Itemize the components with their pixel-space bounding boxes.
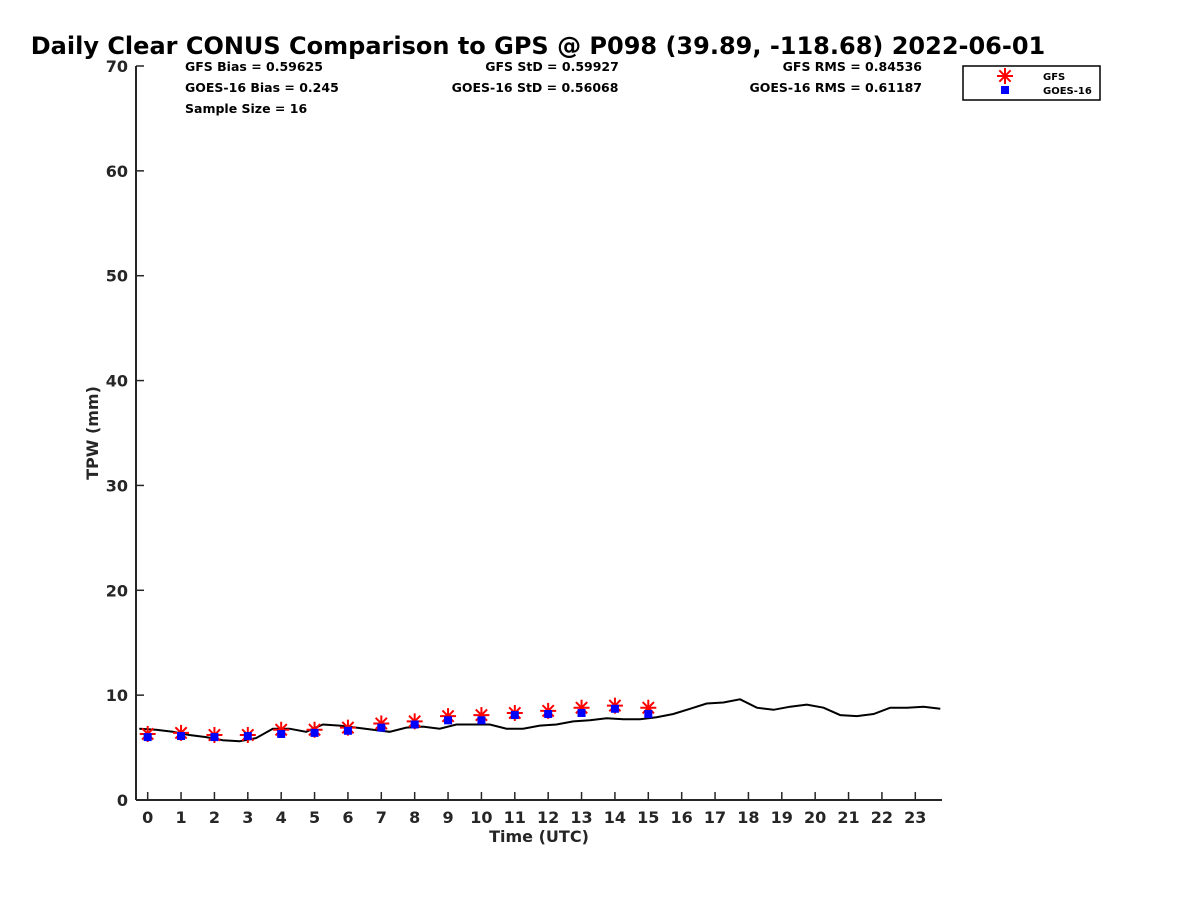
x-tick-label: 5 xyxy=(309,808,320,827)
goes16-point xyxy=(377,723,386,732)
x-tick-label: 23 xyxy=(904,808,926,827)
goes16-point xyxy=(510,711,519,720)
x-tick-label: 1 xyxy=(175,808,186,827)
chart-title: Daily Clear CONUS Comparison to GPS @ P0… xyxy=(31,32,1045,60)
x-tick-label: 9 xyxy=(442,808,453,827)
x-tick-label: 14 xyxy=(604,808,626,827)
goes16-point xyxy=(577,708,586,717)
x-tick-label: 17 xyxy=(704,808,726,827)
x-tick-label: 3 xyxy=(242,808,253,827)
x-tick-label: 8 xyxy=(409,808,420,827)
x-tick-label: 18 xyxy=(737,808,759,827)
stat-goes-rms: GOES-16 RMS = 0.61187 xyxy=(749,80,922,95)
legend-gfs-marker xyxy=(997,68,1013,84)
x-tick-label: 16 xyxy=(671,808,693,827)
x-tick-label: 19 xyxy=(771,808,793,827)
goes16-point xyxy=(210,733,219,742)
y-tick-label: 40 xyxy=(106,372,128,391)
y-tick-label: 50 xyxy=(106,267,128,286)
axes xyxy=(135,66,942,801)
y-tick-label: 10 xyxy=(106,686,128,705)
legend-gfs-asterisk xyxy=(997,68,1013,84)
plot-area xyxy=(139,697,941,743)
x-tick-label: 13 xyxy=(570,808,592,827)
x-tick-label: 11 xyxy=(504,808,526,827)
x-axis-ticks: 0 1 2 3 4 5 6 7 8 9 10 11 12 13 14 15 16 17 18 19 20 21 22 23 xyxy=(142,792,926,827)
legend-goes-label: GOES-16 xyxy=(1043,86,1092,97)
x-tick-label: 20 xyxy=(804,808,826,827)
goes16-point xyxy=(544,710,553,719)
x-tick-label: 12 xyxy=(537,808,559,827)
stat-gfs-rms: GFS RMS = 0.84536 xyxy=(783,59,923,74)
goes16-point xyxy=(477,716,486,725)
x-tick-label: 21 xyxy=(837,808,859,827)
legend-goes-marker xyxy=(1001,86,1009,94)
y-axis-label: TPW (mm) xyxy=(83,386,102,480)
legend-gfs-label: GFS xyxy=(1043,72,1065,83)
y-tick-label: 20 xyxy=(106,581,128,600)
x-tick-label: 22 xyxy=(871,808,893,827)
x-tick-label: 4 xyxy=(276,808,287,827)
goes16-point xyxy=(410,720,419,729)
legend-box xyxy=(962,65,1101,101)
goes16-point xyxy=(644,710,653,719)
goes16-point xyxy=(444,716,453,725)
y-axis-ticks: 0 10 20 30 40 50 60 70 xyxy=(106,57,144,810)
stat-gfs-std: GFS StD = 0.59927 xyxy=(485,59,619,74)
goes16-point xyxy=(610,704,619,713)
x-tick-label: 15 xyxy=(637,808,659,827)
x-tick-label: 6 xyxy=(342,808,353,827)
goes16-point xyxy=(277,729,286,738)
goes16-point xyxy=(143,733,152,742)
stat-goes-bias: GOES-16 Bias = 0.245 xyxy=(185,80,339,95)
goes16-point xyxy=(343,726,352,735)
y-tick-label: 60 xyxy=(106,162,128,181)
y-tick-label: 30 xyxy=(106,476,128,495)
gps-series-line xyxy=(139,698,941,743)
goes16-point xyxy=(310,728,319,737)
x-tick-label: 0 xyxy=(142,808,153,827)
stat-sample-size: Sample Size = 16 xyxy=(185,101,307,116)
goes16-point xyxy=(177,732,186,741)
x-tick-label: 10 xyxy=(470,808,492,827)
goes16-point xyxy=(243,732,252,741)
x-tick-label: 7 xyxy=(376,808,387,827)
stat-goes-std: GOES-16 StD = 0.56068 xyxy=(452,80,619,95)
legend: GFS GOES-16 xyxy=(962,65,1101,101)
y-tick-label: 0 xyxy=(117,791,128,810)
x-axis-label: Time (UTC) xyxy=(489,827,589,846)
x-tick-label: 2 xyxy=(209,808,220,827)
stat-gfs-bias: GFS Bias = 0.59625 xyxy=(185,59,323,74)
y-tick-label: 70 xyxy=(106,57,128,76)
